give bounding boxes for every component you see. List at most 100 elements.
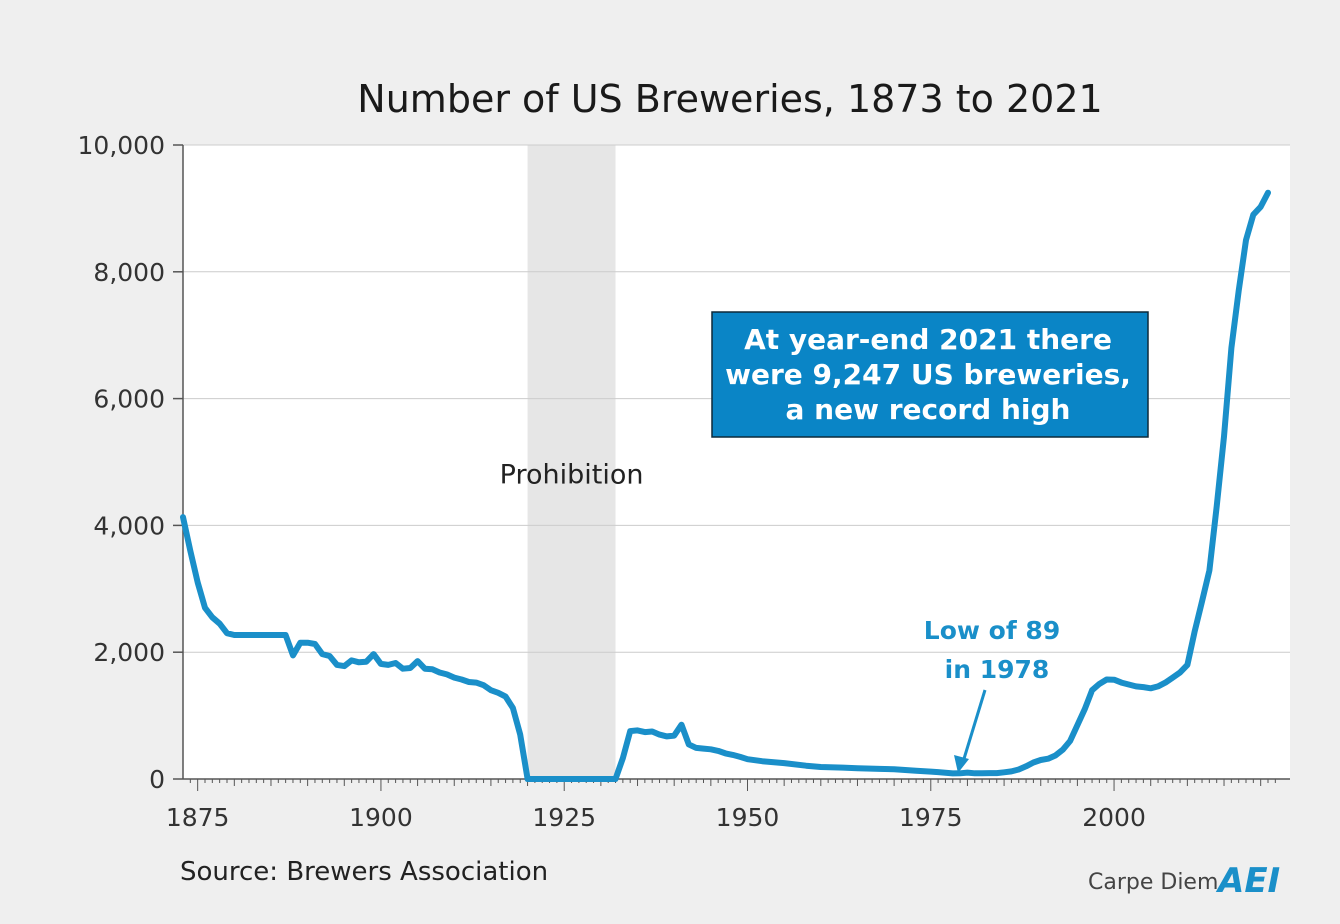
- series-point: [1192, 629, 1197, 634]
- series-point: [701, 746, 706, 751]
- series-point: [254, 632, 259, 638]
- x-tick-label: 1900: [349, 803, 413, 832]
- series-point: [393, 660, 398, 666]
- series-point: [371, 651, 376, 657]
- series-point: [1067, 738, 1073, 744]
- series-point: [261, 632, 266, 638]
- series-point: [217, 621, 222, 626]
- x-axis: 1875 1900 1925 1950 1975 2000: [166, 778, 1290, 832]
- series-point: [928, 769, 933, 774]
- series-point: [1053, 753, 1058, 758]
- series-point: [232, 632, 237, 638]
- series-point: [1199, 599, 1205, 604]
- series-point: [1082, 707, 1087, 712]
- series-point: [1089, 688, 1095, 693]
- series-point: [994, 770, 999, 776]
- brand-label: Carpe Diem: [1088, 870, 1218, 895]
- callout-line-1: At year-end 2021 there: [744, 323, 1112, 356]
- series-point: [628, 728, 633, 734]
- series-point: [782, 760, 787, 766]
- y-tick-label: 2,000: [93, 638, 165, 667]
- series-point: [532, 776, 538, 782]
- series-point: [378, 661, 384, 667]
- series-point: [246, 632, 252, 638]
- series-point: [268, 632, 274, 638]
- y-tick-label: 8,000: [93, 258, 165, 287]
- x-tick-label: 1875: [166, 803, 230, 832]
- y-tick-label: 6,000: [93, 385, 165, 414]
- series-point: [305, 640, 310, 645]
- series-point: [1097, 681, 1102, 687]
- x-tick-label: 1925: [532, 803, 596, 832]
- series-point: [188, 548, 193, 553]
- series-point: [276, 632, 281, 638]
- series-point: [730, 752, 735, 758]
- series-point: [466, 679, 472, 685]
- series-point: [935, 769, 941, 775]
- series-point: [957, 771, 963, 776]
- series-point: [210, 615, 215, 620]
- series-point: [657, 732, 662, 737]
- series-point: [1170, 675, 1175, 680]
- series-point: [840, 765, 845, 770]
- series-point: [1075, 722, 1080, 728]
- series-point: [1009, 769, 1014, 774]
- prohibition-shade: [527, 145, 616, 779]
- series-point: [877, 766, 882, 772]
- y-tick-label: 10,000: [78, 131, 165, 160]
- prohibition-label: Prohibition: [500, 460, 644, 491]
- source-note: Source: Brewers Association: [180, 857, 548, 887]
- series-point: [408, 665, 413, 671]
- series-point: [1119, 680, 1124, 685]
- series-point: [364, 659, 369, 664]
- series-point: [503, 694, 508, 699]
- series-point: [635, 728, 640, 733]
- series-point: [738, 754, 743, 760]
- low-arrow-head: [954, 755, 969, 773]
- series-point: [1265, 190, 1271, 195]
- series-point: [1111, 677, 1117, 682]
- series-point: [518, 732, 523, 737]
- series-point: [987, 770, 992, 776]
- series-point: [650, 729, 655, 734]
- series-point: [943, 770, 948, 775]
- series-point: [386, 662, 391, 668]
- callout-line-2: were 9,247 US breweries,: [725, 358, 1131, 391]
- series-point: [1023, 764, 1029, 769]
- series-point: [496, 690, 501, 695]
- series-point: [818, 764, 823, 770]
- series-point: [327, 653, 332, 659]
- series-point: [562, 776, 567, 782]
- series-point: [1148, 686, 1153, 691]
- series-point: [1133, 684, 1139, 689]
- series-point: [312, 641, 318, 647]
- series-point: [664, 734, 670, 739]
- series-point: [334, 662, 340, 668]
- series-point: [459, 677, 464, 682]
- aei-logo: AEI: [1215, 861, 1280, 901]
- series-point: [1163, 680, 1168, 685]
- series-point: [202, 605, 208, 610]
- series-point: [679, 722, 684, 727]
- y-axis: 0 2,000 4,000 6,000 8,000 10,000: [78, 131, 184, 794]
- series-point: [891, 767, 897, 772]
- y-tick-label: 4,000: [93, 511, 165, 540]
- series-point: [320, 651, 325, 657]
- series-point: [525, 776, 530, 782]
- series-point: [195, 580, 200, 585]
- low-line-1: Low of 89: [924, 616, 1060, 645]
- series-point: [1016, 767, 1021, 772]
- series-point: [452, 675, 457, 680]
- series-point: [1229, 345, 1234, 351]
- low-line-2: in 1978: [945, 655, 1050, 684]
- series-points: [180, 190, 1271, 782]
- series-point: [979, 771, 985, 776]
- x-tick-label: 1950: [716, 803, 780, 832]
- series-point: [1185, 662, 1190, 668]
- series-point: [283, 632, 288, 638]
- series-point: [642, 729, 648, 735]
- series-point: [437, 670, 442, 675]
- series-point: [356, 660, 362, 665]
- series-point: [488, 688, 494, 693]
